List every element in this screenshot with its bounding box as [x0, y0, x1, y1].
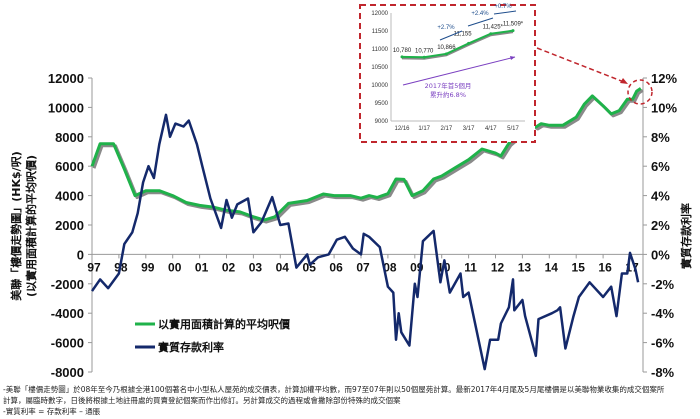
- inset-value-label: 10,770: [415, 48, 434, 54]
- footnote-1: -美聯「樓價走勢圖」於08年至今乃根據全港100個著名中小型私人屋苑的成交價表，…: [3, 385, 665, 394]
- right-tick-label: 6%: [651, 159, 670, 174]
- inset-change-label: +2.4%: [471, 11, 489, 17]
- left-tick-label: -6000: [51, 336, 84, 351]
- right-tick-label: -4%: [651, 306, 675, 321]
- left-tick-label: 10000: [48, 100, 84, 115]
- x-tick-label: 14: [545, 260, 559, 274]
- inset-data-point: [400, 55, 404, 59]
- inset-annotation-line2: 累升約6.8%: [430, 90, 466, 99]
- inset-value-label: 10,866: [437, 45, 456, 51]
- inset-x-label: 12/16: [394, 126, 410, 132]
- x-tick-label: 07: [356, 260, 370, 274]
- left-tick-label: -8000: [51, 365, 84, 380]
- right-tick-label: -2%: [651, 277, 675, 292]
- inset-trend-arrowhead: [510, 56, 515, 60]
- inset-tick-label: 10000: [371, 83, 388, 89]
- inset-x-label: 2/17: [441, 126, 453, 132]
- left-axis-title-line2: (以實用面積計算的平均呎價): [24, 155, 38, 297]
- x-tick-label: 13: [518, 260, 532, 274]
- inset-value-label: 11,509*: [503, 22, 524, 28]
- right-tick-label: 10%: [651, 100, 677, 115]
- inset-value-label: 11,155: [454, 31, 473, 37]
- inset-price-line: [401, 29, 514, 59]
- callout-arrowhead: [620, 78, 628, 84]
- inset-data-point: [444, 52, 448, 56]
- right-tick-label: -6%: [651, 336, 675, 351]
- inset-x-label: 4/17: [485, 126, 497, 132]
- inset-x-label: 5/17: [507, 126, 519, 132]
- x-tick-label: 97: [87, 260, 101, 274]
- inset-tick-label: 12000: [371, 11, 388, 17]
- right-tick-label: 12%: [651, 71, 677, 86]
- inset-change-arrow: [467, 17, 494, 27]
- x-tick-label: 06: [329, 260, 343, 274]
- left-tick-label: 12000: [48, 71, 84, 86]
- x-tick-label: 05: [303, 260, 317, 274]
- right-tick-label: 2%: [651, 218, 670, 233]
- left-tick-label: -4000: [51, 306, 84, 321]
- inset-change-arrow: [493, 10, 517, 15]
- inset-change-arrow: [439, 30, 463, 41]
- inset-data-point: [422, 55, 426, 59]
- right-axis-title: 實質存款利率: [679, 203, 693, 269]
- x-tick-label: 99: [141, 260, 155, 274]
- x-tick-label: 12: [491, 260, 505, 274]
- legend-label: 以實用面積計算的平均呎價: [158, 317, 291, 331]
- left-axis-title-line1: 美聯「樓價走勢圖」(HK$/呎): [9, 151, 23, 300]
- inset-change-label: +2.7%: [437, 25, 455, 31]
- inset-value-label: 10,780: [393, 48, 412, 54]
- left-tick-label: 4000: [55, 189, 84, 204]
- callout-dashed-arrow: [536, 47, 625, 83]
- x-tick-label: 08: [383, 260, 397, 274]
- inset-tick-label: 11500: [372, 29, 389, 35]
- right-tick-label: 0%: [651, 247, 670, 262]
- left-tick-label: 6000: [55, 159, 84, 174]
- legend-label: 實質存款利率: [158, 340, 224, 354]
- inset-annotation-line1: 2017年首5個月: [425, 81, 472, 90]
- left-tick-label: 0: [77, 247, 84, 262]
- x-tick-label: 04: [276, 260, 290, 274]
- inset-tick-label: 9000: [375, 119, 389, 125]
- inset-tick-label: 10500: [371, 65, 388, 71]
- inset-value-label: 11,425*: [483, 25, 504, 31]
- left-tick-label: -2000: [51, 277, 84, 292]
- inset-x-label: 1/17: [418, 126, 430, 132]
- right-tick-label: 8%: [651, 130, 670, 145]
- x-tick-label: 16: [598, 260, 612, 274]
- footnote-2: 計算，屬臨時數字，日後將根據土地註冊處的買賣登記個案而作出修訂。另計算成交的過程…: [3, 396, 401, 405]
- right-tick-label: 4%: [651, 189, 670, 204]
- left-tick-label: 2000: [55, 218, 84, 233]
- real-rate-series-line: [90, 113, 640, 371]
- inset-data-point: [489, 32, 493, 36]
- price-series-line: [90, 87, 642, 222]
- left-tick-label: 8000: [55, 130, 84, 145]
- inset-change-label: +0.7%: [494, 4, 512, 10]
- inset-tick-label: 9500: [375, 101, 389, 107]
- inset-data-point: [467, 41, 471, 45]
- inset-tick-label: 11000: [372, 47, 389, 53]
- x-tick-label: 00: [168, 260, 182, 274]
- callout-dashed-circle: [627, 79, 653, 105]
- x-tick-label: 03: [249, 260, 263, 274]
- x-tick-label: 01: [195, 260, 209, 274]
- inset-x-label: 3/17: [463, 126, 475, 132]
- x-tick-label: 15: [572, 260, 586, 274]
- footnote-3: -實質利率 = 存款利率 – 通脹: [3, 407, 101, 416]
- x-tick-label: 02: [222, 260, 236, 274]
- right-tick-label: -8%: [651, 365, 675, 380]
- inset-line-shadow: [401, 31, 514, 60]
- inset-data-point: [511, 29, 515, 33]
- x-tick-label: 11: [464, 260, 477, 274]
- inset-trend-arrow: [402, 56, 516, 86]
